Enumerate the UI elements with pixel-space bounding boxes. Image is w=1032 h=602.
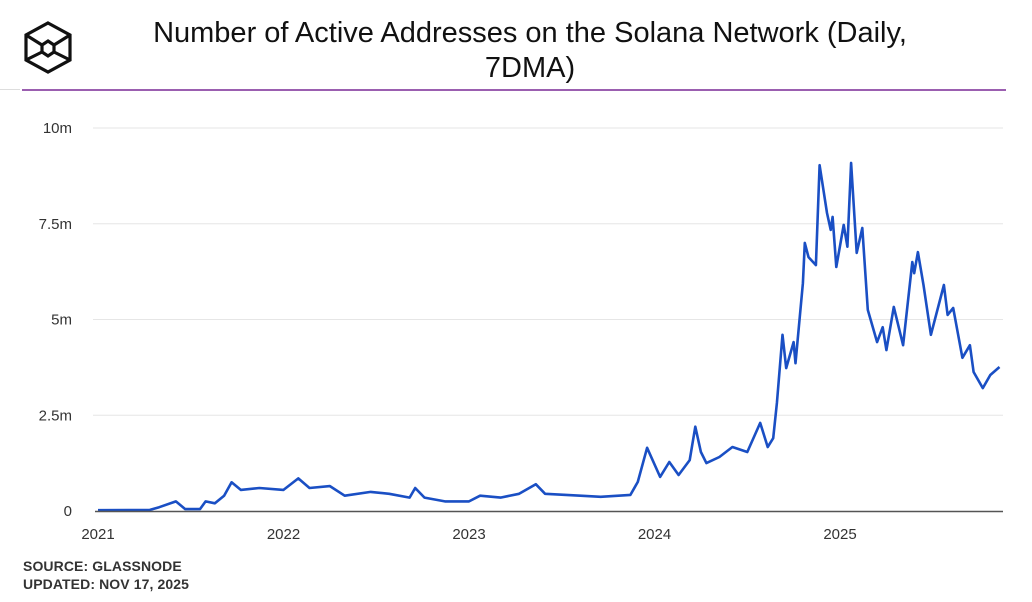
y-tick-label: 2.5m — [39, 407, 72, 424]
x-tick-label: 2025 — [823, 526, 856, 543]
x-tick-label: 2024 — [638, 526, 671, 543]
updated-note: UPDATED: NOV 17, 2025 — [23, 576, 190, 592]
x-tick-label: 2023 — [452, 526, 485, 543]
divider — [0, 89, 20, 90]
series-line-active-addresses — [97, 161, 1001, 512]
y-tick-label: 7.5m — [39, 216, 72, 233]
chart-title: Number of Active Addresses on the Solana… — [153, 17, 907, 84]
y-tick-label: 0 — [64, 503, 72, 520]
x-tick-label: 2021 — [81, 526, 114, 543]
source-note: SOURCE: GLASSNODE — [23, 558, 182, 574]
the-block-logo-icon — [22, 20, 74, 81]
x-tick-label: 2022 — [267, 526, 300, 543]
y-tick-label: 10m — [43, 120, 72, 137]
accent-divider — [22, 89, 1006, 91]
y-tick-label: 5m — [51, 312, 72, 329]
